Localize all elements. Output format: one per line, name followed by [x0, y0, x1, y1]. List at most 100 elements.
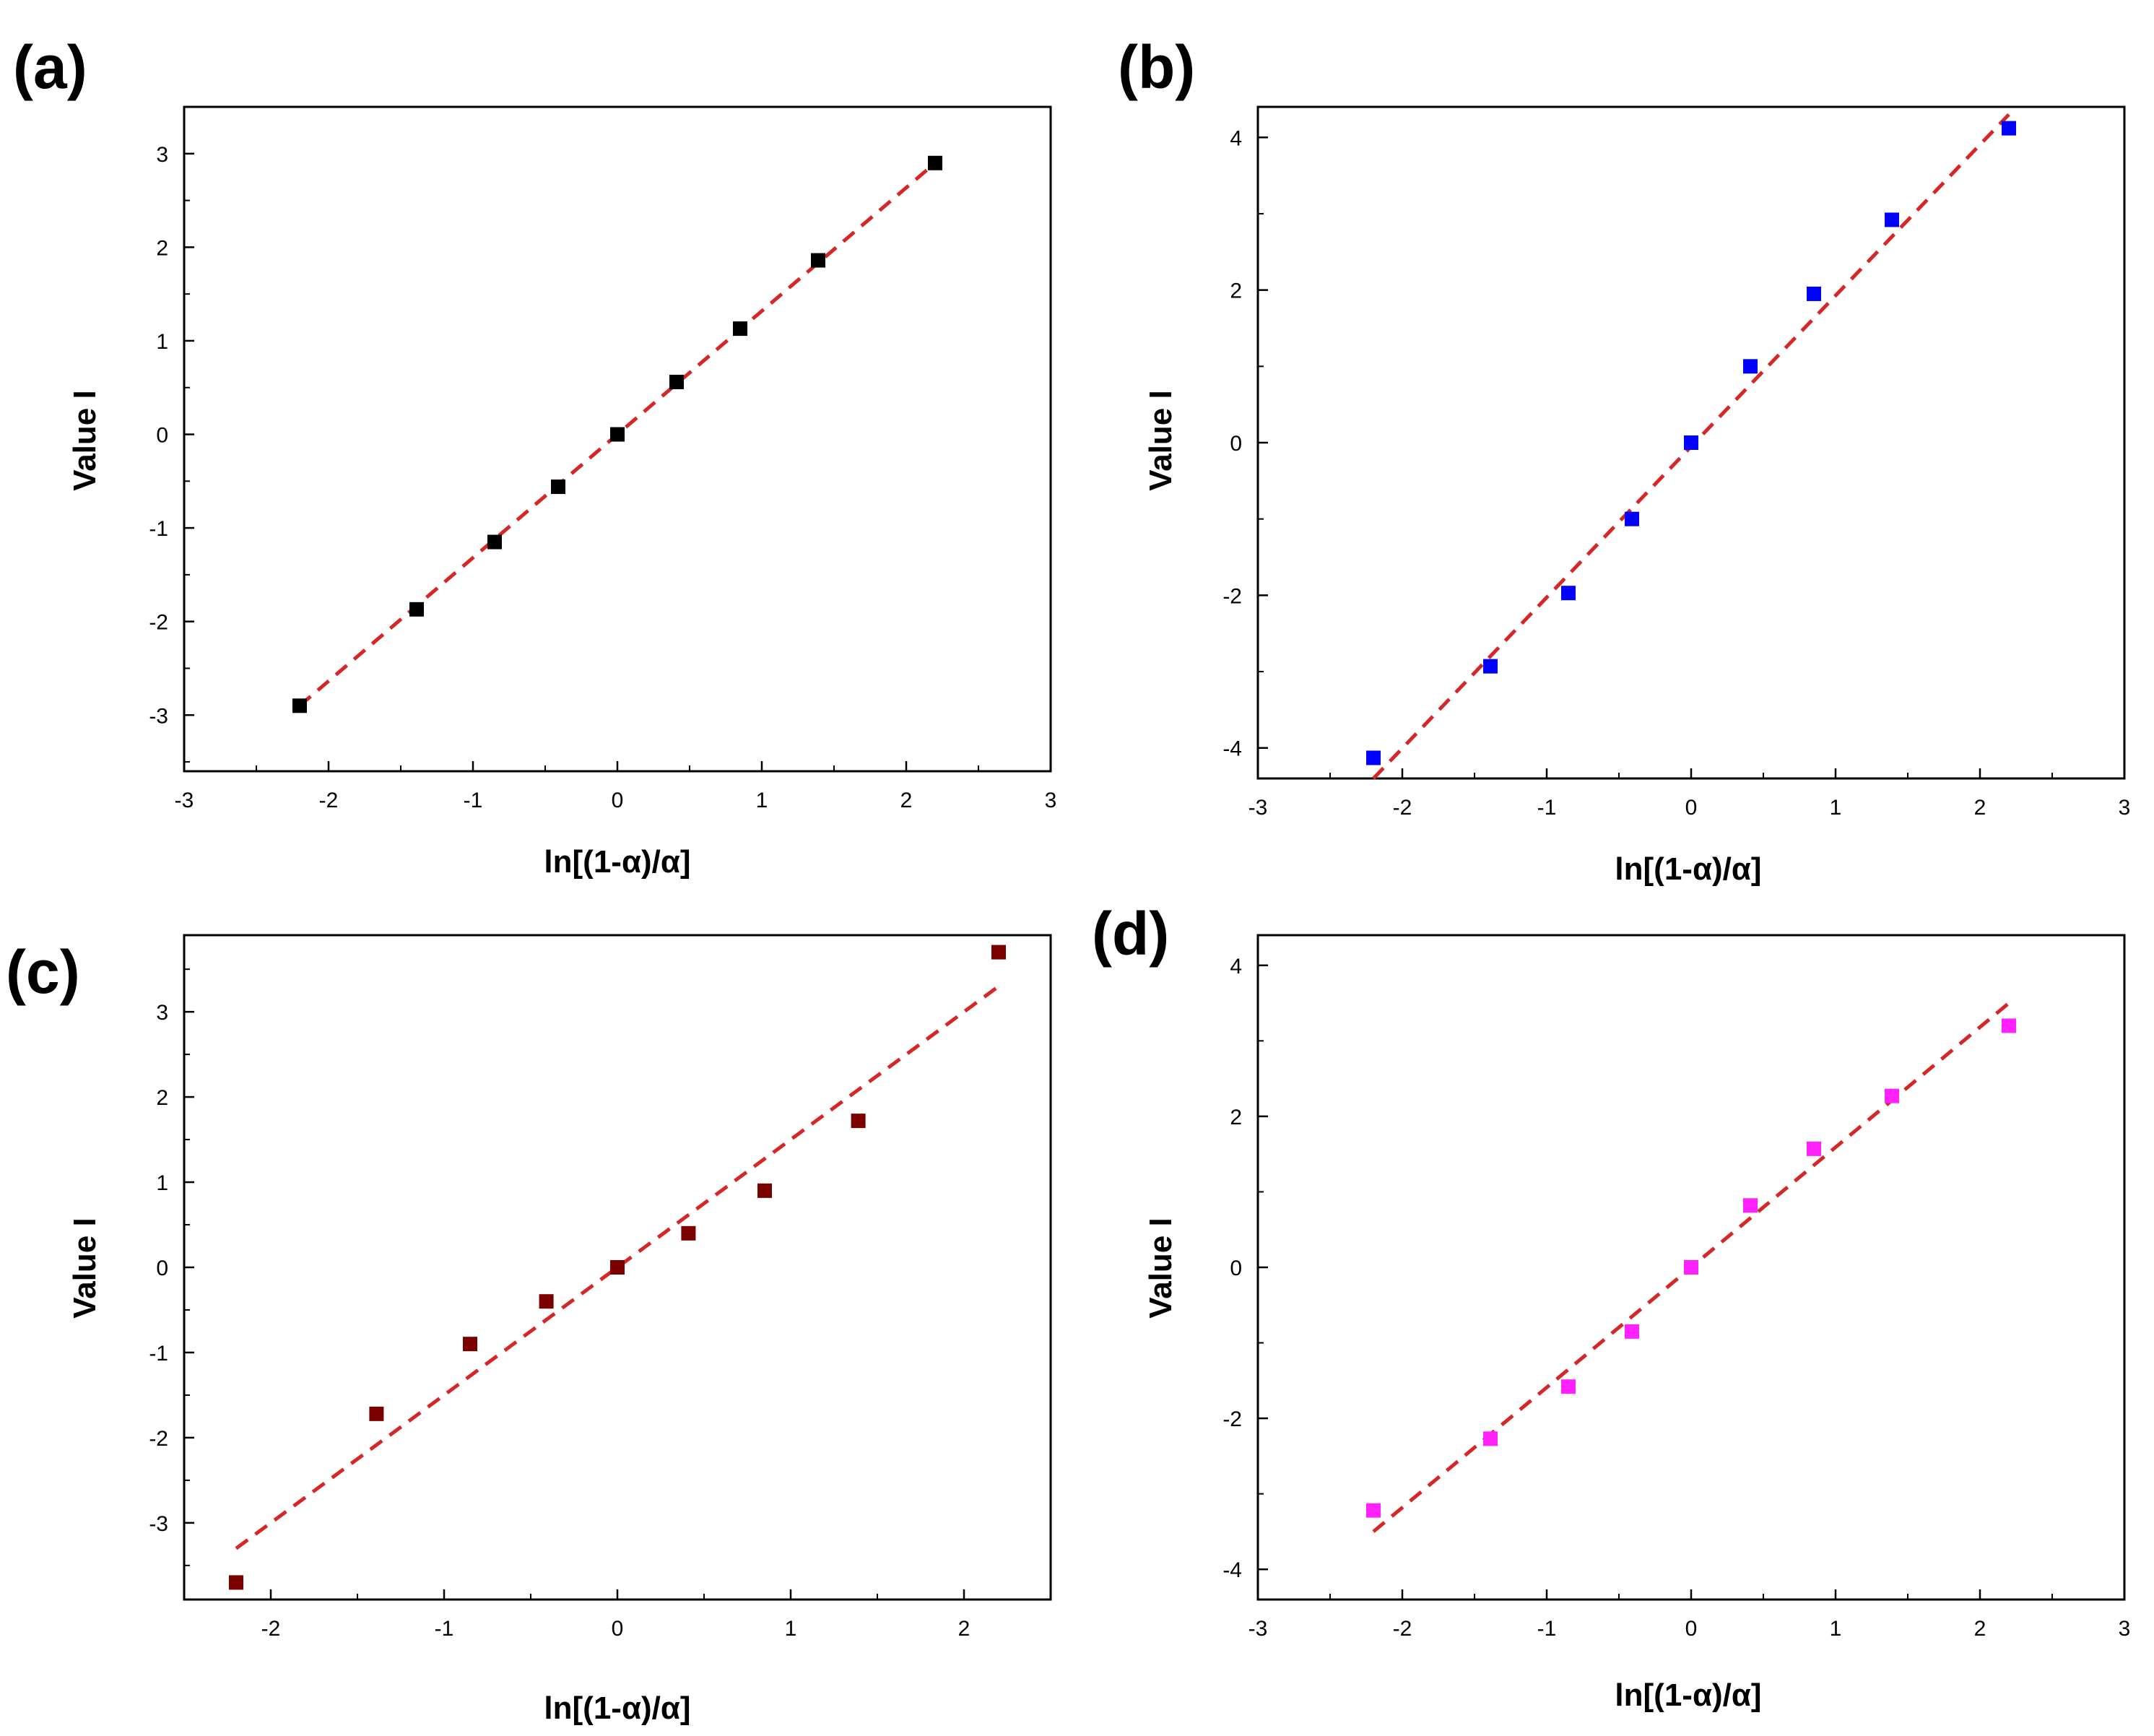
p2-data-point: [757, 1183, 772, 1198]
p3-ytick-label: -2: [1223, 1407, 1242, 1431]
panel-d-xlabel: ln[(1-α)/α]: [1615, 1678, 1761, 1713]
p2-ytick-label: 1: [156, 1171, 168, 1195]
p1-data-point: [1743, 359, 1758, 374]
panel-c-label: (c): [6, 938, 80, 1006]
p2-ytick-label: -3: [149, 1512, 168, 1536]
p3-data-point: [1483, 1431, 1498, 1446]
panel-d: (d) ln[(1-α)/α] Value I -3 -2 -1 0 1 2 3 -4 -2 0 2…: [1092, 900, 2130, 1713]
p0-ytick-label: -1: [149, 517, 168, 541]
p0-xtick-label: 1: [756, 789, 768, 812]
panel-c-plot: -2 -1 0 1 2 -3 -2 -1 0 1 2 3: [149, 934, 1052, 1641]
p1-xtick-label: 3: [2119, 796, 2131, 820]
p1-ytick-label: 2: [1230, 279, 1242, 303]
panel-b-ylabel: Value I: [1143, 390, 1178, 490]
p1-xtick-label: -2: [1393, 796, 1412, 820]
p0-data-point: [551, 479, 565, 495]
p3-ytick-label: 4: [1230, 955, 1242, 978]
p0-ytick-label: 3: [156, 143, 168, 167]
p3-data-point: [1743, 1198, 1758, 1213]
p1-xtick-label: -3: [1248, 796, 1268, 820]
p3-xtick-label: -3: [1248, 1617, 1268, 1641]
p2-ytick-label: 0: [156, 1257, 168, 1280]
p2-xtick-label: -2: [261, 1617, 281, 1641]
p3-xtick-label: 3: [2119, 1617, 2131, 1641]
p3-data-point: [2002, 1018, 2016, 1033]
panel-c: (c) ln[(1-α)/α] Value I -2 -1 0 1 2 -3 -2 -1 0 1 2…: [6, 934, 1052, 1726]
p0-data-point: [610, 427, 625, 442]
p3-xtick-label: 2: [1974, 1617, 1986, 1641]
p1-ytick-label: 4: [1230, 126, 1242, 150]
p2-data-point: [463, 1337, 477, 1352]
p2-data-point: [369, 1406, 384, 1421]
p2-ytick-label: -1: [149, 1342, 168, 1366]
p3-ytick-label: -4: [1223, 1558, 1242, 1582]
p3-data-point: [1885, 1088, 1899, 1103]
p1-data-point: [1366, 750, 1381, 765]
p3-data-point: [1807, 1141, 1821, 1156]
p0-data-point: [928, 155, 942, 170]
p1-xtick-label: 2: [1974, 796, 1986, 820]
p2-data-point: [851, 1114, 866, 1129]
panel-a-label: (a): [13, 33, 87, 101]
p2-xtick-label: -1: [435, 1617, 454, 1641]
p0-xtick-label: 2: [900, 789, 913, 812]
panel-b: (b) ln[(1-α)/α] Value I -3 -2 -1 0 1 2 3 -4 -2 0 2…: [1118, 33, 2130, 887]
p3-xtick-label: 1: [1830, 1617, 1842, 1641]
p2-xtick-label: 1: [785, 1617, 797, 1641]
p2-xtick-label: 2: [958, 1617, 970, 1641]
p2-data-point: [229, 1575, 243, 1590]
p2-ytick-label: -2: [149, 1427, 168, 1451]
p3-ytick-label: 2: [1230, 1106, 1242, 1129]
p1-xtick-label: -1: [1537, 796, 1557, 820]
p0-ytick-label: 0: [156, 424, 168, 448]
p0-ytick-label: -3: [149, 704, 168, 728]
p2-xtick-label: 0: [612, 1617, 624, 1641]
p3-xtick-label: 0: [1685, 1617, 1698, 1641]
p0-xtick-label: -1: [464, 789, 483, 812]
p1-ytick-label: -4: [1223, 737, 1242, 761]
panel-a-xlabel: ln[(1-α)/α]: [544, 844, 690, 880]
p0-ytick-label: 2: [156, 236, 168, 260]
p1-data-point: [1483, 659, 1498, 674]
p3-xtick-label: -1: [1537, 1617, 1557, 1641]
panel-d-plot: -3 -2 -1 0 1 2 3 -4 -2 0 2 4: [1223, 934, 2131, 1641]
p0-data-point: [409, 602, 424, 617]
p1-ytick-label: -2: [1223, 584, 1242, 608]
p2-data-point: [539, 1294, 554, 1309]
panel-a-plot: -3 -2 -1 0 1 2 3 -3 -2 -1 0 1 2 3: [149, 105, 1057, 812]
panel-b-plot: -3 -2 -1 0 1 2 3 -4 -2 0 2 4: [1223, 105, 2131, 820]
p0-data-point: [811, 253, 825, 268]
p0-xtick-label: -2: [319, 789, 339, 812]
p2-data-point: [681, 1225, 696, 1241]
p1-data-point: [1561, 586, 1576, 601]
p0-xtick-label: -3: [175, 789, 194, 812]
p2-ytick-label: 3: [156, 1001, 168, 1025]
p2-data-point: [991, 945, 1006, 960]
p3-ytick-label: 0: [1230, 1257, 1242, 1280]
panel-d-label: (d): [1092, 900, 1169, 968]
p3-data-point: [1366, 1503, 1381, 1518]
p0-ytick-label: -2: [149, 611, 168, 635]
p1-data-point: [1885, 212, 1899, 227]
p1-xtick-label: 0: [1685, 796, 1698, 820]
p1-data-point: [1807, 286, 1821, 301]
p1-data-point: [2002, 121, 2016, 136]
panel-b-xlabel: ln[(1-α)/α]: [1615, 851, 1761, 887]
p1-xtick-label: 1: [1830, 796, 1842, 820]
p0-data-point: [292, 698, 307, 713]
panel-d-ylabel: Value I: [1143, 1218, 1178, 1318]
p1-data-point: [1625, 511, 1639, 526]
p2-data-point: [610, 1260, 625, 1275]
p2-fit-line: [235, 984, 1000, 1550]
p0-xtick-label: 3: [1045, 789, 1057, 812]
p3-data-point: [1561, 1379, 1576, 1394]
p1-data-point: [1684, 435, 1698, 450]
p1-ytick-label: 0: [1230, 432, 1242, 456]
panel-c-ylabel: Value I: [67, 1218, 103, 1318]
p0-xtick-label: 0: [612, 789, 624, 812]
panel-a-ylabel: Value I: [67, 390, 103, 490]
p0-ytick-label: 1: [156, 330, 168, 354]
p0-data-point: [669, 374, 684, 389]
p3-xtick-label: -2: [1393, 1617, 1412, 1641]
panel-b-label: (b): [1118, 33, 1195, 101]
